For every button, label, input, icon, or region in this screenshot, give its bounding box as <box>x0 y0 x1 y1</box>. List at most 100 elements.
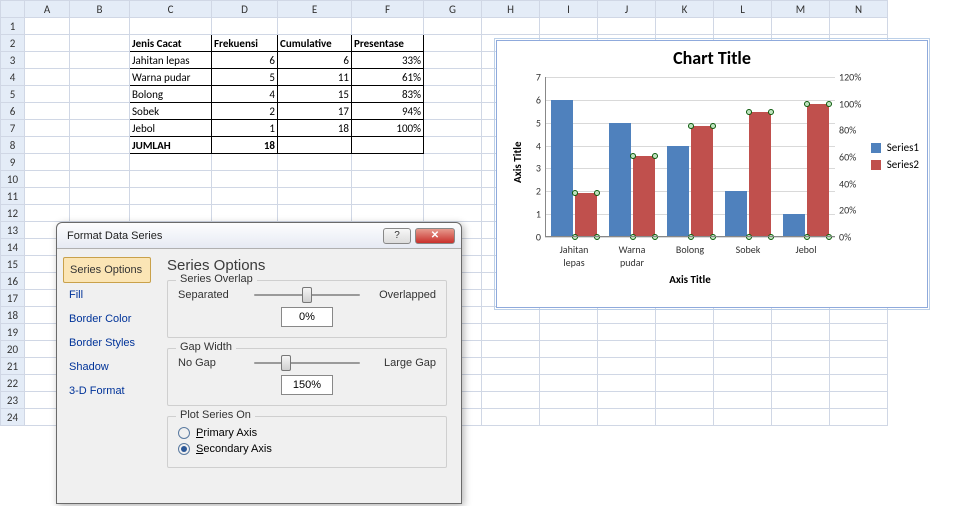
cell-F1[interactable] <box>352 18 424 35</box>
cell-C4[interactable]: Warna pudar <box>130 69 212 86</box>
cell-I20[interactable] <box>540 341 598 358</box>
cell-A2[interactable] <box>25 35 70 52</box>
row-header-15[interactable]: 15 <box>1 256 25 273</box>
row-header-13[interactable]: 13 <box>1 222 25 239</box>
cell-M23[interactable] <box>772 392 830 409</box>
col-header-B[interactable]: B <box>70 1 130 18</box>
row-header-16[interactable]: 16 <box>1 273 25 290</box>
row-header-2[interactable]: 2 <box>1 35 25 52</box>
cell-D2[interactable]: Frekuensi <box>212 35 278 52</box>
cell-L19[interactable] <box>714 324 772 341</box>
row-header-21[interactable]: 21 <box>1 358 25 375</box>
col-header-H[interactable]: H <box>482 1 540 18</box>
row-header-20[interactable]: 20 <box>1 341 25 358</box>
cell-C2[interactable]: Jenis Cacat <box>130 35 212 52</box>
row-header-18[interactable]: 18 <box>1 307 25 324</box>
cell-H23[interactable] <box>482 392 540 409</box>
cell-H21[interactable] <box>482 358 540 375</box>
cell-I21[interactable] <box>540 358 598 375</box>
cell-A5[interactable] <box>25 86 70 103</box>
cell-D10[interactable] <box>212 171 278 188</box>
cell-A12[interactable] <box>25 205 70 222</box>
cell-G5[interactable] <box>424 86 482 103</box>
row-header-23[interactable]: 23 <box>1 392 25 409</box>
cell-J20[interactable] <box>598 341 656 358</box>
dialog-nav-3-d format[interactable]: 3-D Format <box>63 379 151 403</box>
cell-L21[interactable] <box>714 358 772 375</box>
row-header-22[interactable]: 22 <box>1 375 25 392</box>
cell-D1[interactable] <box>212 18 278 35</box>
cell-G7[interactable] <box>424 120 482 137</box>
cell-I24[interactable] <box>540 409 598 426</box>
cell-M21[interactable] <box>772 358 830 375</box>
cell-F5[interactable]: 83% <box>352 86 424 103</box>
row-header-8[interactable]: 8 <box>1 137 25 154</box>
cell-L24[interactable] <box>714 409 772 426</box>
y-axis-title[interactable]: Axis Title <box>511 142 524 184</box>
cell-A10[interactable] <box>25 171 70 188</box>
cell-A8[interactable] <box>25 137 70 154</box>
cell-C12[interactable] <box>130 205 212 222</box>
cell-E9[interactable] <box>278 154 352 171</box>
cell-H22[interactable] <box>482 375 540 392</box>
cell-J19[interactable] <box>598 324 656 341</box>
cell-G9[interactable] <box>424 154 482 171</box>
cell-A1[interactable] <box>25 18 70 35</box>
cell-B2[interactable] <box>70 35 130 52</box>
cell-L20[interactable] <box>714 341 772 358</box>
x-axis-title[interactable]: Axis Title <box>669 273 711 286</box>
cell-N1[interactable] <box>830 18 888 35</box>
cell-G4[interactable] <box>424 69 482 86</box>
radio-primary-axis[interactable]: Primary Axis <box>178 425 436 441</box>
cell-K21[interactable] <box>656 358 714 375</box>
cell-I1[interactable] <box>540 18 598 35</box>
row-header-1[interactable]: 1 <box>1 18 25 35</box>
col-header-D[interactable]: D <box>212 1 278 18</box>
cell-D9[interactable] <box>212 154 278 171</box>
cell-C5[interactable]: Bolong <box>130 86 212 103</box>
legend-item-series1[interactable]: Series1 <box>871 141 919 154</box>
cell-C1[interactable] <box>130 18 212 35</box>
cell-I23[interactable] <box>540 392 598 409</box>
cell-C10[interactable] <box>130 171 212 188</box>
cell-E4[interactable]: 11 <box>278 69 352 86</box>
cell-N22[interactable] <box>830 375 888 392</box>
cell-E12[interactable] <box>278 205 352 222</box>
cell-E6[interactable]: 17 <box>278 103 352 120</box>
cell-N19[interactable] <box>830 324 888 341</box>
cell-F11[interactable] <box>352 188 424 205</box>
cell-B5[interactable] <box>70 86 130 103</box>
row-header-12[interactable]: 12 <box>1 205 25 222</box>
cell-B12[interactable] <box>70 205 130 222</box>
value-series-overlap[interactable]: 0% <box>281 307 333 327</box>
cell-K1[interactable] <box>656 18 714 35</box>
cell-G1[interactable] <box>424 18 482 35</box>
cell-B3[interactable] <box>70 52 130 69</box>
cell-C6[interactable]: Sobek <box>130 103 212 120</box>
cell-K23[interactable] <box>656 392 714 409</box>
col-header-M[interactable]: M <box>772 1 830 18</box>
cell-E2[interactable]: Cumulative <box>278 35 352 52</box>
cell-F6[interactable]: 94% <box>352 103 424 120</box>
row-header-5[interactable]: 5 <box>1 86 25 103</box>
cell-D3[interactable]: 6 <box>212 52 278 69</box>
cell-M24[interactable] <box>772 409 830 426</box>
cell-J24[interactable] <box>598 409 656 426</box>
col-header-K[interactable]: K <box>656 1 714 18</box>
cell-N23[interactable] <box>830 392 888 409</box>
radio-secondary-axis[interactable]: Secondary Axis <box>178 441 436 457</box>
cell-E11[interactable] <box>278 188 352 205</box>
cell-A7[interactable] <box>25 120 70 137</box>
cell-H20[interactable] <box>482 341 540 358</box>
cell-C3[interactable]: Jahitan lepas <box>130 52 212 69</box>
row-header-9[interactable]: 9 <box>1 154 25 171</box>
row-header-11[interactable]: 11 <box>1 188 25 205</box>
row-header-19[interactable]: 19 <box>1 324 25 341</box>
cell-D11[interactable] <box>212 188 278 205</box>
cell-N24[interactable] <box>830 409 888 426</box>
cell-K24[interactable] <box>656 409 714 426</box>
cell-B7[interactable] <box>70 120 130 137</box>
col-header-N[interactable]: N <box>830 1 888 18</box>
cell-L22[interactable] <box>714 375 772 392</box>
embedded-chart[interactable]: Chart Title012345670%20%40%60%80%100%120… <box>496 40 928 308</box>
